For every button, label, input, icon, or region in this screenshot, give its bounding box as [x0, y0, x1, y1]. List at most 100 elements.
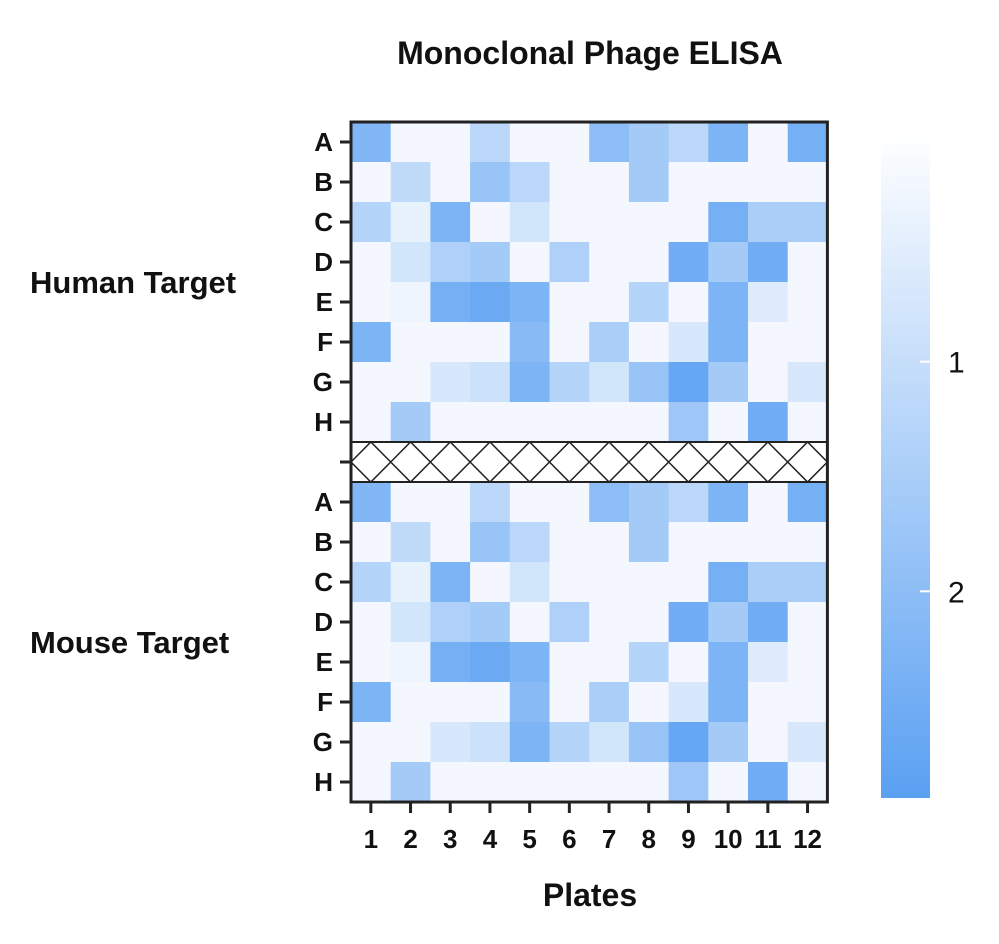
color-scale-bar: 12 — [881, 132, 965, 798]
heatmap-cell — [589, 522, 630, 563]
heatmap-cell — [509, 482, 550, 523]
row-tick-label: E — [316, 647, 333, 677]
heatmap-cell — [787, 482, 828, 523]
heatmap-cell — [748, 282, 789, 323]
heatmap-cell — [549, 682, 590, 723]
column-tick-label: 11 — [754, 824, 782, 854]
heatmap-cell — [351, 282, 392, 323]
column-tick-label: 6 — [562, 824, 576, 854]
heatmap-cell — [628, 162, 670, 203]
heatmap-cell — [351, 162, 392, 203]
row-tick-label: G — [313, 727, 333, 757]
heatmap-cell — [708, 362, 749, 403]
row-tick-label: F — [317, 687, 333, 717]
heatmap-cell — [748, 762, 789, 803]
heatmap-cells — [351, 122, 828, 803]
heatmap-cell — [708, 762, 749, 803]
heatmap-cell — [748, 322, 789, 363]
heatmap-cell — [509, 562, 550, 603]
heatmap-cell — [549, 522, 590, 563]
row-tick-label: D — [314, 607, 333, 637]
heatmap-cell — [748, 522, 789, 563]
heatmap-cell — [628, 602, 670, 643]
heatmap-cell — [668, 162, 709, 203]
heatmap-cell — [787, 242, 828, 283]
heatmap-cell — [430, 762, 471, 803]
heatmap-cell — [589, 122, 630, 163]
heatmap-cell — [430, 162, 471, 203]
heatmap-cell — [549, 482, 590, 523]
heatmap-cell — [390, 722, 431, 763]
heatmap-cell — [668, 402, 709, 443]
heatmap-cell — [430, 522, 471, 563]
heatmap-cell — [708, 682, 749, 723]
heatmap-cell — [589, 682, 630, 723]
heatmap-cell — [668, 122, 709, 163]
heatmap-cell — [390, 482, 431, 523]
heatmap-cell — [470, 162, 511, 203]
heatmap-cell — [351, 482, 392, 523]
heatmap-cell — [430, 402, 471, 443]
heatmap-cell — [390, 162, 431, 203]
heatmap-cell — [708, 642, 749, 683]
heatmap-cell — [708, 482, 749, 523]
heatmap-cell — [787, 282, 828, 323]
heatmap-cell — [589, 162, 630, 203]
row-tick-label: G — [313, 367, 333, 397]
heatmap-cell — [628, 402, 670, 443]
heatmap-cell — [509, 282, 550, 323]
heatmap-cell — [390, 642, 431, 683]
color-scale-gradient — [881, 132, 930, 798]
heatmap-cell — [628, 242, 670, 283]
heatmap-cell — [748, 202, 789, 243]
heatmap-cell — [708, 722, 749, 763]
heatmap-cell — [351, 322, 392, 363]
heatmap-cell — [509, 522, 550, 563]
heatmap-cell — [470, 562, 511, 603]
heatmap-cell — [589, 282, 630, 323]
row-tick-label: B — [314, 527, 333, 557]
row-tick-label: D — [314, 247, 333, 277]
heatmap-cell — [509, 122, 550, 163]
heatmap-cell — [509, 242, 550, 283]
heatmap-cell — [351, 762, 392, 803]
row-tick-label: E — [316, 287, 333, 317]
heatmap-cell — [748, 122, 789, 163]
heatmap-cell — [470, 482, 511, 523]
heatmap-cell — [430, 682, 471, 723]
heatmap-cell — [748, 722, 789, 763]
heatmap-cell — [748, 562, 789, 603]
heatmap-cell — [748, 682, 789, 723]
heatmap-cell — [470, 122, 511, 163]
column-tick-label: 4 — [483, 824, 498, 854]
heatmap-cell — [470, 362, 511, 403]
heatmap-cell — [668, 522, 709, 563]
heatmap-cell — [390, 602, 431, 643]
heatmap-cell — [668, 242, 709, 283]
color-scale-tick-label: 1 — [948, 347, 965, 380]
heatmap-cell — [351, 602, 392, 643]
heatmap-cell — [549, 642, 590, 683]
heatmap-cell — [708, 282, 749, 323]
column-tick-label: 8 — [642, 824, 656, 854]
heatmap-cell — [549, 402, 590, 443]
heatmap-cell — [509, 602, 550, 643]
heatmap-cell — [628, 682, 670, 723]
heatmap-cell — [708, 522, 749, 563]
heatmap-cell — [628, 482, 670, 523]
heatmap-cell — [509, 322, 550, 363]
heatmap-cell — [351, 122, 392, 163]
heatmap-cell — [509, 362, 550, 403]
heatmap-cell — [509, 642, 550, 683]
heatmap-cell — [748, 482, 789, 523]
heatmap-cell — [430, 322, 471, 363]
heatmap-cell — [708, 202, 749, 243]
heatmap-cell — [390, 762, 431, 803]
x-axis-label: Plates — [543, 877, 637, 913]
heatmap-cell — [668, 202, 709, 243]
heatmap-cell — [430, 202, 471, 243]
heatmap-cell — [787, 402, 828, 443]
heatmap-cell — [470, 642, 511, 683]
